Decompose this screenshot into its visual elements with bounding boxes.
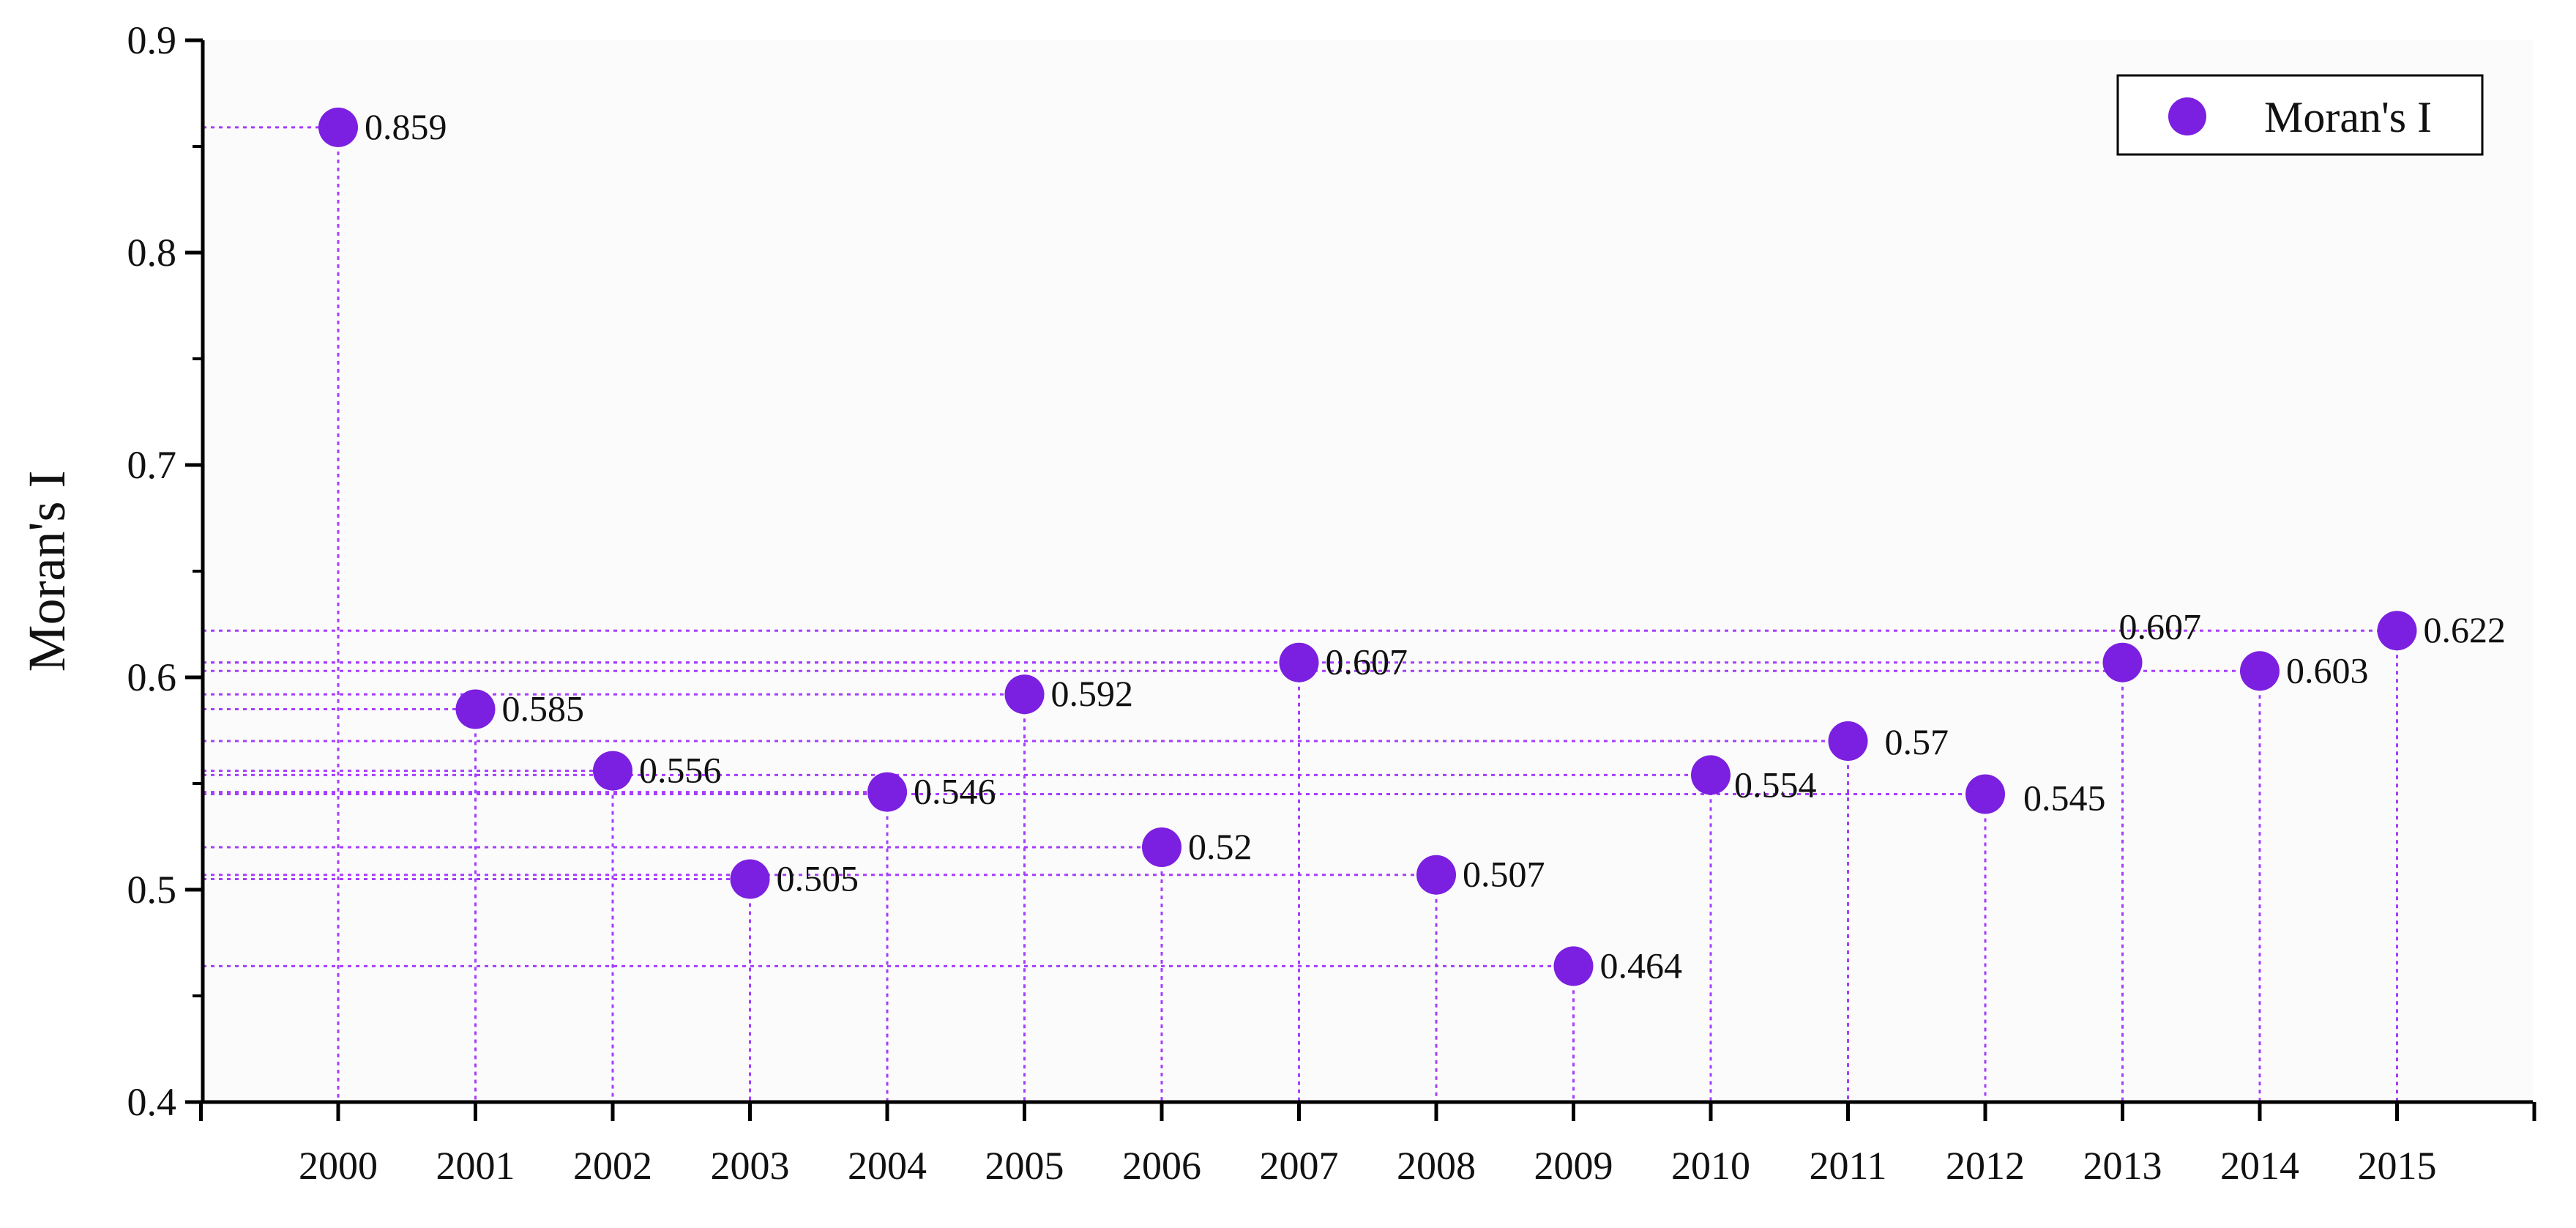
data-label-2014: 0.603 bbox=[2286, 650, 2369, 691]
data-label-2002: 0.556 bbox=[639, 750, 722, 791]
x-tick-label: 2007 bbox=[1260, 1144, 1339, 1188]
x-tick-label: 2002 bbox=[573, 1144, 652, 1188]
data-label-2005: 0.592 bbox=[1051, 673, 1134, 714]
y-tick-label: 0.7 bbox=[127, 443, 177, 487]
x-tick-label: 2003 bbox=[711, 1144, 790, 1188]
x-tick-label: 2005 bbox=[985, 1144, 1064, 1188]
data-point-2013[interactable] bbox=[2102, 642, 2143, 682]
y-tick-label: 0.5 bbox=[127, 868, 177, 912]
data-label-2011: 0.57 bbox=[1885, 721, 1949, 762]
data-point-2006[interactable] bbox=[1142, 827, 1181, 867]
y-tick-label: 0.8 bbox=[127, 231, 177, 275]
data-point-2002[interactable] bbox=[593, 751, 632, 791]
data-point-2004[interactable] bbox=[867, 772, 907, 812]
x-tick-label: 2014 bbox=[2220, 1144, 2299, 1188]
data-point-2008[interactable] bbox=[1416, 855, 1456, 895]
data-point-2011[interactable] bbox=[1828, 721, 1868, 761]
data-label-2004: 0.546 bbox=[914, 771, 996, 812]
data-label-2013: 0.607 bbox=[2119, 606, 2202, 647]
plot-area bbox=[203, 40, 2533, 1102]
legend-label: Moran's I bbox=[2264, 93, 2432, 141]
x-tick-label: 2001 bbox=[436, 1144, 515, 1188]
data-label-2015: 0.622 bbox=[2424, 609, 2506, 650]
y-tick-label: 0.4 bbox=[127, 1080, 177, 1124]
data-point-2003[interactable] bbox=[730, 859, 770, 899]
x-tick-label: 2011 bbox=[1810, 1144, 1887, 1188]
data-point-2009[interactable] bbox=[1553, 946, 1594, 986]
legend-marker bbox=[2168, 97, 2206, 135]
guide-lines bbox=[203, 126, 2398, 1102]
x-tick-label: 2004 bbox=[848, 1144, 927, 1188]
data-labels: 0.859 0.585 0.556 0.505 0.546 0.592 0.52 0.607 0… bbox=[365, 106, 2506, 986]
x-axis-ticks: 2000 2001 2002 2003 2004 2005 2006 2007 2008 2009… bbox=[199, 1102, 2536, 1188]
legend[interactable]: Moran's I bbox=[2116, 74, 2484, 156]
data-point-2005[interactable] bbox=[1004, 674, 1045, 715]
data-point-2010[interactable] bbox=[1691, 755, 1731, 795]
x-tick-label: 2012 bbox=[1946, 1144, 2025, 1188]
data-points bbox=[318, 107, 2417, 986]
y-tick-label: 0.6 bbox=[127, 655, 177, 699]
x-tick-label: 2008 bbox=[1397, 1144, 1476, 1188]
x-tick-label: 2009 bbox=[1534, 1144, 1613, 1188]
data-point-2007[interactable] bbox=[1279, 642, 1319, 682]
data-label-2001: 0.585 bbox=[502, 688, 585, 729]
data-label-2007: 0.607 bbox=[1326, 641, 1408, 682]
x-tick-label: 2015 bbox=[2358, 1144, 2437, 1188]
data-label-2008: 0.507 bbox=[1463, 854, 1545, 895]
x-tick-label: 2000 bbox=[299, 1144, 378, 1188]
data-label-2010: 0.554 bbox=[1734, 764, 1817, 805]
data-point-2012[interactable] bbox=[1965, 774, 2005, 814]
data-label-2006: 0.52 bbox=[1188, 826, 1252, 867]
data-point-2001[interactable] bbox=[455, 689, 496, 729]
x-tick-label: 2006 bbox=[1122, 1144, 1201, 1188]
y-axis-title: Moran's I bbox=[18, 471, 76, 672]
data-point-2000[interactable] bbox=[318, 107, 358, 147]
y-axis-ticks: 0.4 0.5 0.6 0.7 0.8 0.9 bbox=[127, 18, 203, 1124]
x-tick-label: 2013 bbox=[2083, 1144, 2162, 1188]
y-tick-label: 0.9 bbox=[127, 18, 177, 62]
data-label-2009: 0.464 bbox=[1600, 945, 1683, 986]
data-label-2012: 0.545 bbox=[2023, 778, 2106, 819]
data-point-2015[interactable] bbox=[2377, 611, 2417, 651]
data-label-2000: 0.859 bbox=[365, 106, 447, 147]
data-label-2003: 0.505 bbox=[777, 858, 859, 899]
x-tick-label: 2010 bbox=[1671, 1144, 1750, 1188]
data-point-2014[interactable] bbox=[2240, 651, 2280, 691]
